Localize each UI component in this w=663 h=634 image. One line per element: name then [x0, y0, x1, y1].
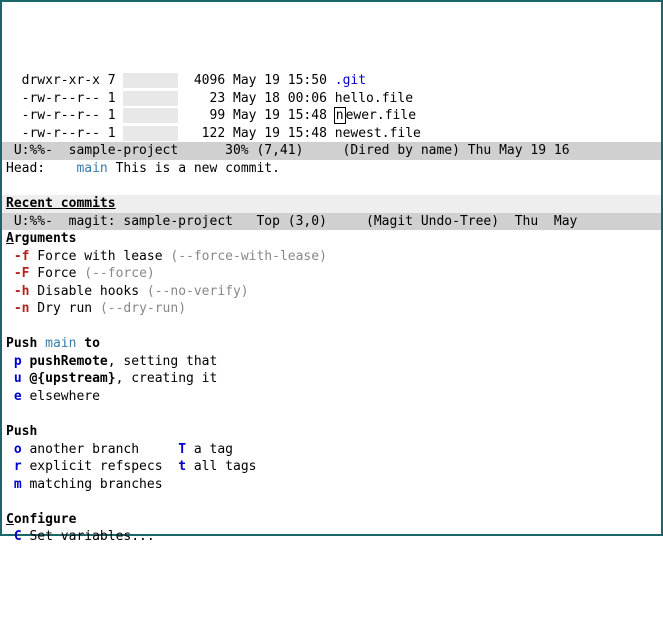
push-main-item[interactable]: p pushRemote, setting that — [2, 353, 661, 371]
argument-item[interactable]: -F Force (--force) — [2, 265, 661, 283]
dired-modeline: U:%%- sample-project 30% (7,41) (Dired b… — [2, 142, 661, 160]
dired-row[interactable]: -rw-r--r-- 1 23 May 18 00:06 hello.file — [2, 90, 661, 108]
configure-item[interactable]: C Set variables... — [2, 528, 661, 546]
push-main-item[interactable]: u @{upstream}, creating it — [2, 370, 661, 388]
dired-row[interactable]: -rw-r--r-- 1 99 May 19 15:48 newer.file — [2, 107, 661, 125]
arguments-header: Arguments — [2, 230, 661, 248]
push-header: Push — [2, 423, 661, 441]
recent-commits-header[interactable]: Recent commits — [2, 195, 661, 213]
push-item[interactable]: m matching branches — [2, 476, 661, 494]
push-main-header: Push main to — [2, 335, 661, 353]
push-item[interactable]: r explicit refspecs t all tags — [2, 458, 661, 476]
magit-modeline: U:%%- magit: sample-project Top (3,0) (M… — [2, 213, 661, 231]
blank — [2, 406, 661, 424]
blank — [2, 177, 661, 195]
dired-row[interactable]: -rw-r--r-- 1 122 May 19 15:48 newest.fil… — [2, 125, 661, 143]
push-item[interactable]: o another branch T a tag — [2, 441, 661, 459]
argument-item[interactable]: -n Dry run (--dry-run) — [2, 300, 661, 318]
blank — [2, 493, 661, 511]
dired-row[interactable]: drwxr-xr-x 7 4096 May 19 15:50 .git — [2, 72, 661, 90]
magit-head: Head: main This is a new commit. — [2, 160, 661, 178]
configure-header: Configure — [2, 511, 661, 529]
blank — [2, 318, 661, 336]
argument-item[interactable]: -h Disable hooks (--no-verify) — [2, 283, 661, 301]
push-main-item[interactable]: e elsewhere — [2, 388, 661, 406]
argument-item[interactable]: -f Force with lease (--force-with-lease) — [2, 248, 661, 266]
